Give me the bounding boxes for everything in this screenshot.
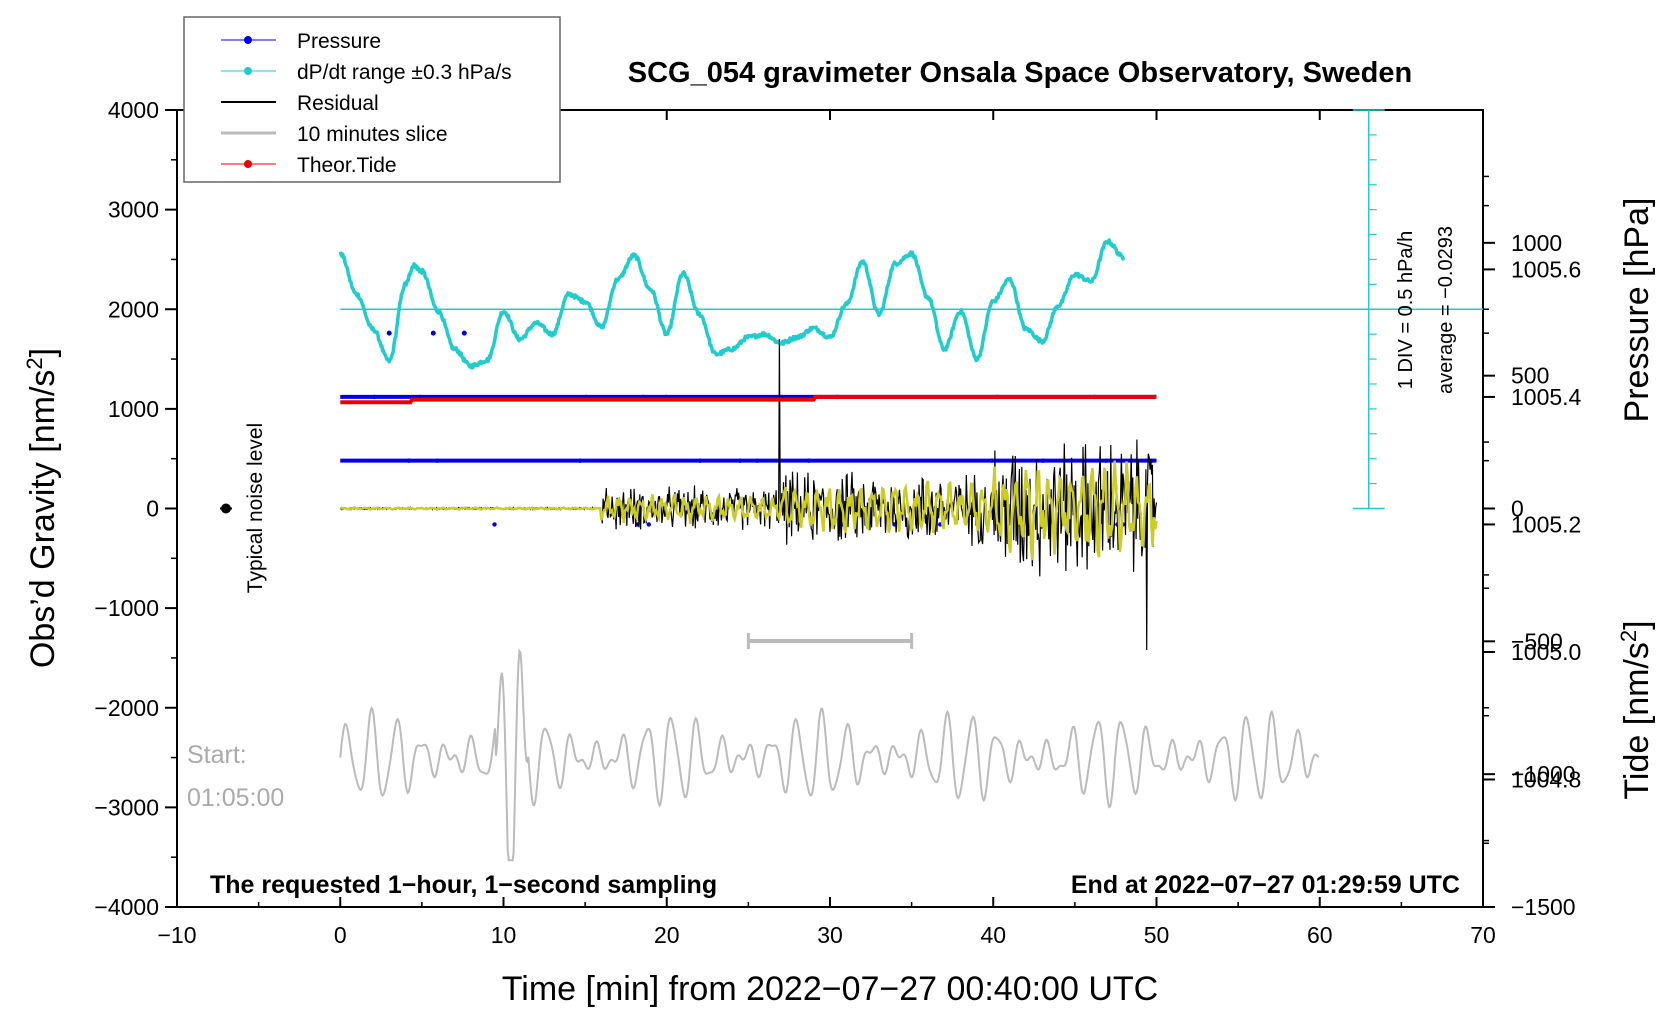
legend-label-tide: Theor.Tide <box>297 154 397 177</box>
tide-tick-label: −1500 <box>1511 894 1576 920</box>
y-left-tick-label: 1000 <box>108 396 159 422</box>
x-tick-label: 50 <box>1144 922 1170 948</box>
pressure-axis-ticks: 1005.6 1005.4 1005.2 1005.0 1004.8 <box>1483 204 1582 844</box>
scale-div-label: 1 DIV = 0.5 hPa/h <box>1395 231 1417 389</box>
pressure-point <box>1103 458 1109 463</box>
pressure-tick-label: 1005.4 <box>1511 384 1582 410</box>
start-label: Start: <box>187 741 247 769</box>
y-left-axis-label: Obs’d Gravity [nm/s2] <box>22 348 62 668</box>
y-left-tick-label: 0 <box>146 496 159 522</box>
pressure-tick-label: 1005.6 <box>1511 256 1581 282</box>
pressure-point <box>1040 458 1046 463</box>
ten-minute-slice-series <box>339 648 1320 862</box>
legend-label-slice: 10 minutes slice <box>297 123 448 146</box>
pressure-point <box>372 394 377 400</box>
start-time-label: 01:05:00 <box>187 784 284 812</box>
x-axis-ticks: −10 0 10 20 30 40 50 60 70 <box>157 110 1496 948</box>
pressure-point <box>806 458 811 463</box>
tide-axis-label: Tide [nm/s2] <box>1616 620 1656 799</box>
pressure-tick-label: 1005.0 <box>1511 639 1581 665</box>
y-left-tick-label: 2000 <box>108 296 159 322</box>
pressure-point <box>435 458 440 463</box>
pressure-axis-label: Pressure [hPa] <box>1618 198 1656 423</box>
pressure-point <box>738 458 743 463</box>
legend-marker-pressure <box>244 36 252 44</box>
y-left-axis-ticks: 4000 3000 2000 1000 0 −1000 −2000 −3000 −4000 <box>94 97 177 920</box>
pressure-point <box>646 522 651 527</box>
pressure-tick-label: 1004.8 <box>1511 766 1581 792</box>
x-tick-label: 70 <box>1470 922 1496 948</box>
tide-tick-label: −1000 <box>1511 761 1576 787</box>
residual-filtered-series <box>339 460 1158 561</box>
tide-axis-ticks: 1000 500 0 −500 −1000 −1500 <box>1483 175 1576 920</box>
x-tick-label: 20 <box>654 922 680 948</box>
tide-tick-label: 0 <box>1511 496 1524 522</box>
legend-entry-slice: 10 minutes slice <box>221 123 448 146</box>
pressure-point <box>989 458 994 463</box>
legend-label-residual: Residual <box>297 92 379 115</box>
pressure-point <box>755 458 760 463</box>
dpdt-scale-bar <box>1352 109 1385 510</box>
pressure-point <box>698 458 703 463</box>
chart-title: SCG_054 gravimeter Onsala Space Observat… <box>628 57 1412 89</box>
bottom-right-note: End at 2022−07−27 01:29:59 UTC <box>1071 871 1460 899</box>
legend-box <box>183 16 561 183</box>
theoretical-tide-series <box>340 394 1157 405</box>
pressure-tick-label: 1005.2 <box>1511 511 1581 537</box>
legend-entry-pressure: Pressure <box>221 30 381 53</box>
x-tick-label: 10 <box>491 922 517 948</box>
y-left-tick-label: −4000 <box>94 894 159 920</box>
x-tick-label: 0 <box>334 922 347 948</box>
dpdt-series <box>338 238 1126 370</box>
x-tick-label: −10 <box>157 922 196 948</box>
x-axis-label: Time [min] from 2022−07−27 00:40:00 UTC <box>502 970 1158 1008</box>
x-tick-label: 60 <box>1307 922 1333 948</box>
pressure-point <box>406 458 412 463</box>
y-left-tick-label: −1000 <box>94 595 159 621</box>
legend-marker-dpdt <box>244 67 252 75</box>
tide-tick-label: −500 <box>1511 628 1563 654</box>
legend-marker-tide <box>244 160 252 168</box>
x-tick-label: 40 <box>980 922 1006 948</box>
scale-average-label: average = −0.0293 <box>1435 226 1457 394</box>
noise-level-label: Typical noise level <box>244 423 267 593</box>
legend-label-pressure: Pressure <box>297 30 381 53</box>
x-tick-label: 30 <box>817 922 843 948</box>
slice-window-bar <box>746 633 914 650</box>
y-left-tick-label: 3000 <box>108 197 159 223</box>
legend-entry-residual: Residual <box>221 92 379 115</box>
legend-entry-dpdt: dP/dt range ±0.3 hPa/s <box>221 61 512 84</box>
y-left-tick-label: −2000 <box>94 695 159 721</box>
pressure-point <box>578 458 583 463</box>
pressure-point <box>492 522 497 527</box>
legend-label-dpdt: dP/dt range ±0.3 hPa/s <box>297 61 512 84</box>
tide-tick-label: 1000 <box>1511 230 1562 256</box>
tide-tick-label: 500 <box>1511 363 1549 389</box>
y-left-tick-label: −3000 <box>94 794 159 820</box>
legend-entry-tide: Theor.Tide <box>221 154 397 177</box>
pressure-outlier-point <box>430 330 436 336</box>
y-left-tick-label: 4000 <box>108 97 159 123</box>
legend: Pressure dP/dt range ±0.3 hPa/s Residual… <box>183 16 561 183</box>
bottom-left-note: The requested 1−hour, 1−second sampling <box>210 871 717 899</box>
pressure-outlier-point <box>461 330 467 336</box>
pressure-outlier-point <box>386 330 392 336</box>
